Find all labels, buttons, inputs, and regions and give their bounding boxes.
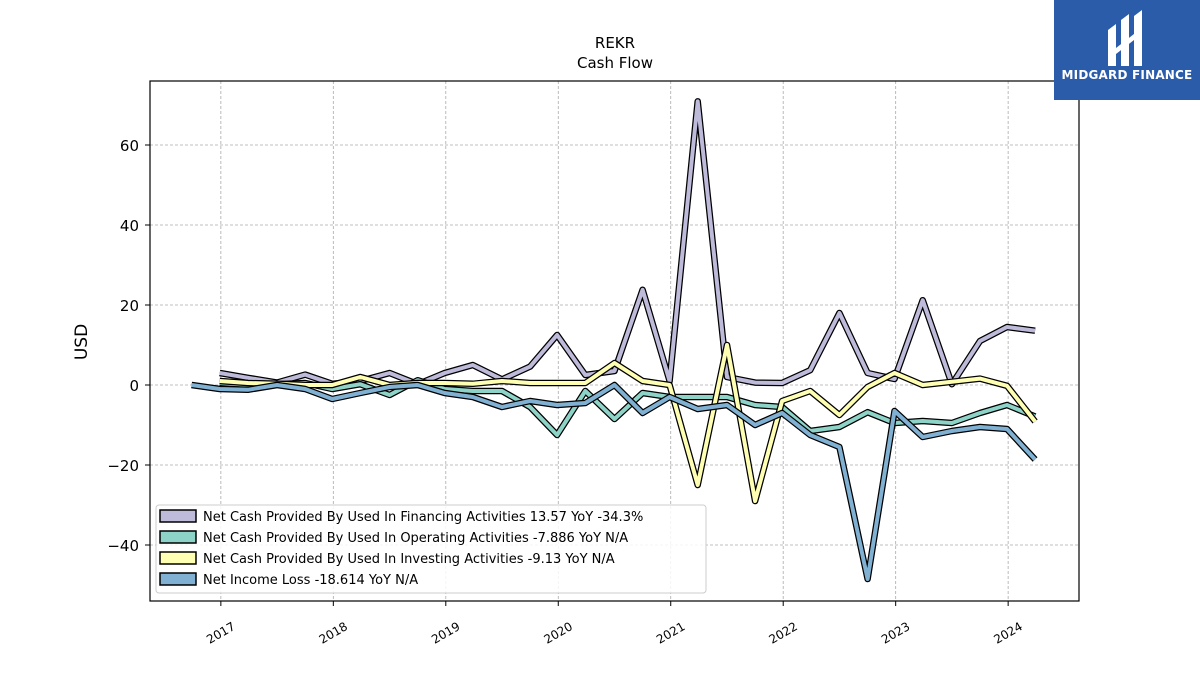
legend-label: Net Cash Provided By Used In Operating A… (203, 531, 628, 546)
series-0 (219, 98, 1036, 388)
x-tick-label: 2023 (879, 619, 912, 646)
x-tick-label: 2019 (429, 619, 462, 646)
y-tick-label: −20 (107, 457, 139, 475)
x-tick-label: 2017 (204, 619, 237, 646)
series-line (219, 378, 1036, 437)
series-2 (219, 341, 1038, 505)
series-lines (191, 98, 1038, 583)
y-tick-label: −40 (107, 537, 139, 555)
series-1 (219, 376, 1037, 439)
chart-subtitle: Cash Flow (577, 54, 653, 72)
x-tick-label: 2020 (542, 619, 575, 646)
x-tick-label: 2024 (991, 619, 1024, 646)
x-tick-label: 2018 (317, 619, 350, 646)
legend-swatch (159, 551, 197, 565)
y-tick-label: 0 (129, 377, 139, 395)
legend-swatch (159, 530, 197, 544)
legend-label: Net Cash Provided By Used In Financing A… (203, 510, 643, 525)
legend-swatch (159, 572, 197, 586)
y-axis-label: USD (72, 324, 92, 360)
legend-box (155, 504, 707, 594)
series-line (219, 343, 1037, 503)
x-tick-label: 2022 (766, 619, 799, 646)
midgard-logo-icon (1108, 10, 1142, 66)
legend-label: Net Income Loss -18.614 YoY N/A (203, 573, 418, 588)
legend-swatch (159, 509, 197, 523)
series-line (191, 383, 1037, 581)
legend-label: Net Cash Provided By Used In Investing A… (203, 552, 615, 567)
logo-text: MIDGARD FINANCE (1061, 68, 1193, 82)
series-line-outline (219, 98, 1036, 388)
midgard-finance-logo: MIDGARD FINANCE (1054, 0, 1200, 100)
y-tick-label: 20 (120, 297, 139, 315)
series-3 (191, 381, 1038, 583)
y-tick-label: 40 (120, 217, 139, 235)
chart-title: REKR (595, 34, 635, 52)
plot-frame (149, 80, 1080, 602)
y-tick-label: 60 (120, 137, 139, 155)
x-tick-label: 2021 (654, 619, 687, 646)
legend: Net Cash Provided By Used In Financing A… (155, 504, 707, 594)
